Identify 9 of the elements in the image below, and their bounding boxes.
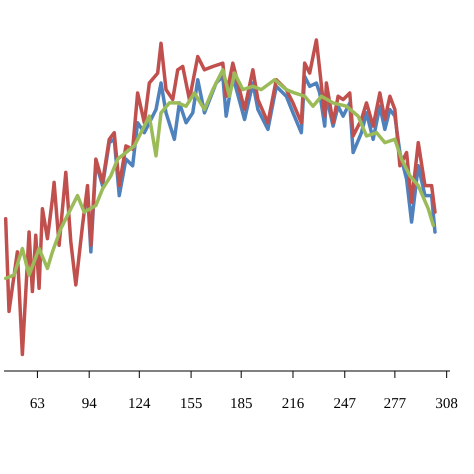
x-tick-label: 124 <box>128 396 152 412</box>
x-tick-label: 94 <box>82 396 98 412</box>
x-tick-label: 247 <box>334 396 357 412</box>
x-tick-label: 277 <box>384 396 407 412</box>
x-tick-label: 155 <box>180 396 202 412</box>
x-tick-label: 185 <box>230 396 252 412</box>
x-tick-label: 308 <box>435 396 458 412</box>
x-tick-label: 216 <box>282 396 305 412</box>
x-tick-label: 63 <box>30 396 45 412</box>
